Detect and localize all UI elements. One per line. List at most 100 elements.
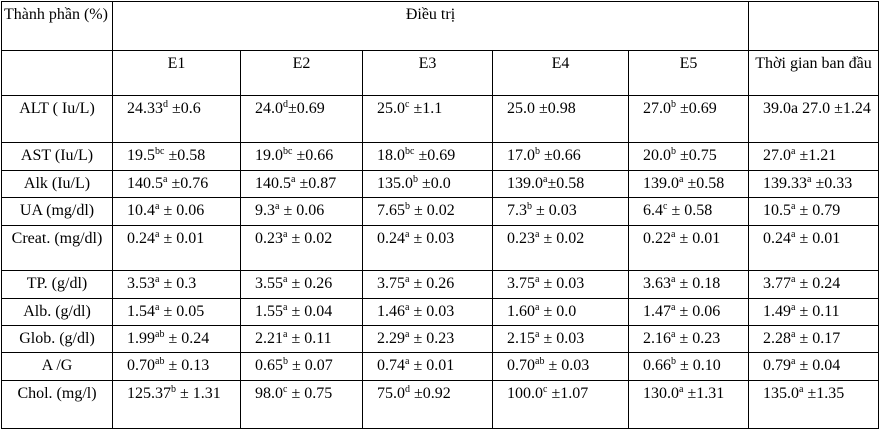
significance-letter: a <box>535 229 540 240</box>
row-label: ALT ( Iu/L) <box>1 95 113 143</box>
cell-error: ± 0.06 <box>675 303 721 320</box>
table-cell: 25.0c ±1.1 <box>362 95 493 143</box>
cell-value: 25.0 ±0.98 <box>507 100 576 117</box>
significance-letter: a <box>291 174 296 185</box>
table-cell: 0.23a ± 0.02 <box>492 225 629 271</box>
cell-error: ± 0.11 <box>795 303 840 320</box>
cell-error: ±1.1 <box>409 100 443 117</box>
significance-letter: c <box>283 384 288 395</box>
cell-error: ±0.6 <box>168 100 201 117</box>
cell-value: 1.49 <box>763 303 791 320</box>
cell-error: ±0.0 <box>418 175 451 192</box>
column-header: E2 <box>240 50 363 96</box>
significance-letter: a <box>791 329 796 340</box>
row-label: TP. (g/dl) <box>1 270 113 299</box>
cell-error: ± 0.03 <box>539 330 585 347</box>
table-cell: 7.3b ± 0.03 <box>492 197 629 226</box>
table-cell: 20.0b ±0.75 <box>628 142 749 171</box>
cell-error: ± 0.26 <box>287 275 333 292</box>
cell-error: ±0.58 <box>547 175 585 192</box>
significance-letter: a <box>535 274 540 285</box>
cell-value: 0.74 <box>377 357 405 374</box>
cell-value: 130.0 <box>643 385 679 402</box>
significance-letter: d <box>163 99 168 110</box>
cell-value: 139.0 <box>643 175 679 192</box>
significance-letter: c <box>543 384 548 395</box>
cell-error: ± 0.17 <box>795 330 841 347</box>
table-cell: 100.0c ±1.07 <box>492 380 629 429</box>
table-cell: 7.65b ± 0.02 <box>362 197 493 226</box>
table-row: Creat. (mg/dl) 0.24a ± 0.01 0.23a ± 0.02 0.… <box>1 225 879 271</box>
column-header: E3 <box>362 50 493 96</box>
cell-value: 100.0 <box>507 385 543 402</box>
significance-letter: d <box>283 99 288 110</box>
table-cell: 19.0bc ±0.66 <box>240 142 363 171</box>
cell-error: ±0.92 <box>410 385 451 402</box>
empty-cell <box>1 50 113 96</box>
significance-letter: a <box>535 302 540 313</box>
significance-letter: b <box>671 146 676 157</box>
cell-value: 1.46 <box>377 303 405 320</box>
table-cell: 17.0b ±0.66 <box>492 142 629 171</box>
significance-letter: a <box>791 146 796 157</box>
cell-value: 0.70 <box>507 357 535 374</box>
significance-letter: b <box>527 201 532 212</box>
significance-letter: b <box>671 99 676 110</box>
cell-error: ±0.69 <box>676 100 717 117</box>
cell-value: 27.0 <box>643 100 671 117</box>
significance-letter: a <box>283 302 288 313</box>
table-row: ALT ( Iu/L) 24.33d ±0.6 24.0d±0.69 25.0c ±1… <box>1 95 879 143</box>
significance-letter: a <box>283 274 288 285</box>
significance-letter: a <box>405 302 410 313</box>
cell-error: ±1.31 <box>683 385 725 402</box>
cell-value: 1.55 <box>255 303 283 320</box>
significance-letter: b <box>671 356 676 367</box>
cell-error: ± 0.3 <box>159 275 197 292</box>
cell-error: ±1.21 <box>795 147 837 164</box>
cell-error: ± 0.03 <box>409 303 455 320</box>
significance-letter: a <box>155 201 160 212</box>
cell-error: ± 1.31 <box>176 385 221 402</box>
column-header: E1 <box>112 50 241 96</box>
table-cell: 139.0a±0.58 <box>492 170 629 198</box>
significance-letter: a <box>791 229 796 240</box>
table-cell: 0.22a ± 0.01 <box>628 225 749 271</box>
cell-error: ± 0.23 <box>675 330 721 347</box>
significance-letter: a <box>535 329 540 340</box>
cell-value: 140.5 <box>255 175 291 192</box>
significance-letter: a <box>791 201 796 212</box>
cell-error: ± 0.01 <box>159 230 205 247</box>
column-header: E4 <box>492 50 629 96</box>
table-row: TP. (g/dl) 3.53a ± 0.3 3.55a ± 0.26 3.75a ±… <box>1 270 879 299</box>
table-cell: 3.55a ± 0.26 <box>240 270 363 299</box>
cell-value: 0.23 <box>255 230 283 247</box>
cell-value: 0.66 <box>643 357 671 374</box>
table-cell: 1.99ab ± 0.24 <box>112 325 241 353</box>
table-cell: 39.0a 27.0 ±1.24 <box>748 95 879 143</box>
cell-value: 2.16 <box>643 330 671 347</box>
table-cell: 10.4a ± 0.06 <box>112 197 241 226</box>
significance-letter: c <box>663 201 668 212</box>
significance-letter: a <box>405 356 410 367</box>
table-cell: 24.33d ±0.6 <box>112 95 241 143</box>
table-cell: 1.60a ± 0.0 <box>492 298 629 326</box>
table-cell: 1.46a ± 0.03 <box>362 298 493 326</box>
cell-error: ± 0.24 <box>164 330 210 347</box>
cell-error: ± 0.11 <box>287 330 332 347</box>
table-cell: 2.29a ± 0.23 <box>362 325 493 353</box>
table-cell: 18.0bc ±0.69 <box>362 142 493 171</box>
table-cell: 130.0a ±1.31 <box>628 380 749 429</box>
cell-value: 140.5 <box>127 175 163 192</box>
cell-value: 0.24 <box>377 230 405 247</box>
cell-error: ± 0.01 <box>675 230 721 247</box>
cell-error: ±1.35 <box>803 385 845 402</box>
table-cell: 27.0a ±1.21 <box>748 142 879 171</box>
cell-value: 3.75 <box>377 275 405 292</box>
row-label: AST (Iu/L) <box>1 142 113 171</box>
cell-value: 25.0 <box>377 100 405 117</box>
significance-letter: b <box>535 146 540 157</box>
cell-error: ± 0.02 <box>287 230 333 247</box>
cell-value: 0.23 <box>507 230 535 247</box>
significance-letter: a <box>155 302 160 313</box>
